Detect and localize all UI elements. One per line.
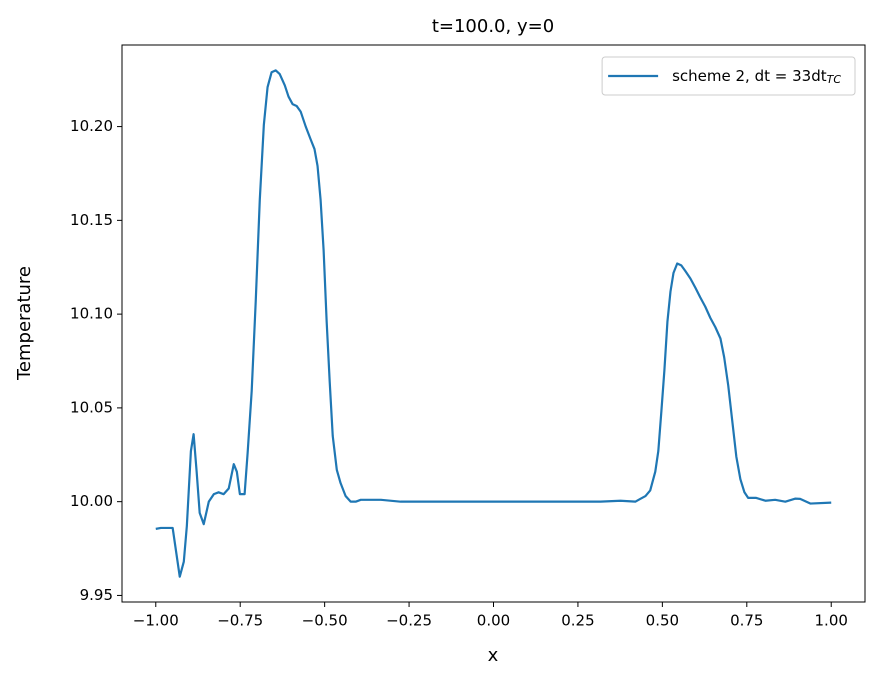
legend: scheme 2, dt = 33dtTC <box>601 56 856 96</box>
legend-text: scheme 2, dt = 33dt <box>672 67 827 85</box>
legend-label: scheme 2, dt = 33dtTC <box>672 67 841 87</box>
chart-title: t=100.0, y=0 <box>432 16 554 37</box>
x-tick-label: −1.00 <box>133 612 179 630</box>
axes-frame <box>121 44 866 603</box>
x-tick-label: −0.75 <box>217 612 263 630</box>
y-axis-label: Temperature <box>14 266 35 381</box>
data-line <box>155 69 832 578</box>
y-tick-label: 10.00 <box>70 492 113 510</box>
y-tick-label: 10.15 <box>70 211 113 229</box>
y-tick-label: 10.20 <box>70 117 113 135</box>
x-tick-label: −0.25 <box>386 612 432 630</box>
y-tick-label: 10.10 <box>70 305 113 323</box>
y-tick-label: 10.05 <box>70 398 113 416</box>
x-tick-label: 0.50 <box>646 612 679 630</box>
x-tick-label: −0.50 <box>302 612 348 630</box>
x-tick-label: 0.25 <box>561 612 594 630</box>
x-axis-label: x <box>488 645 499 666</box>
legend-subscript: TC <box>827 73 842 86</box>
y-tick-label: 9.95 <box>80 586 113 604</box>
x-tick-label: 1.00 <box>815 612 848 630</box>
x-tick-label: 0.75 <box>730 612 763 630</box>
x-tick-label: 0.00 <box>477 612 510 630</box>
legend-box <box>601 56 856 96</box>
